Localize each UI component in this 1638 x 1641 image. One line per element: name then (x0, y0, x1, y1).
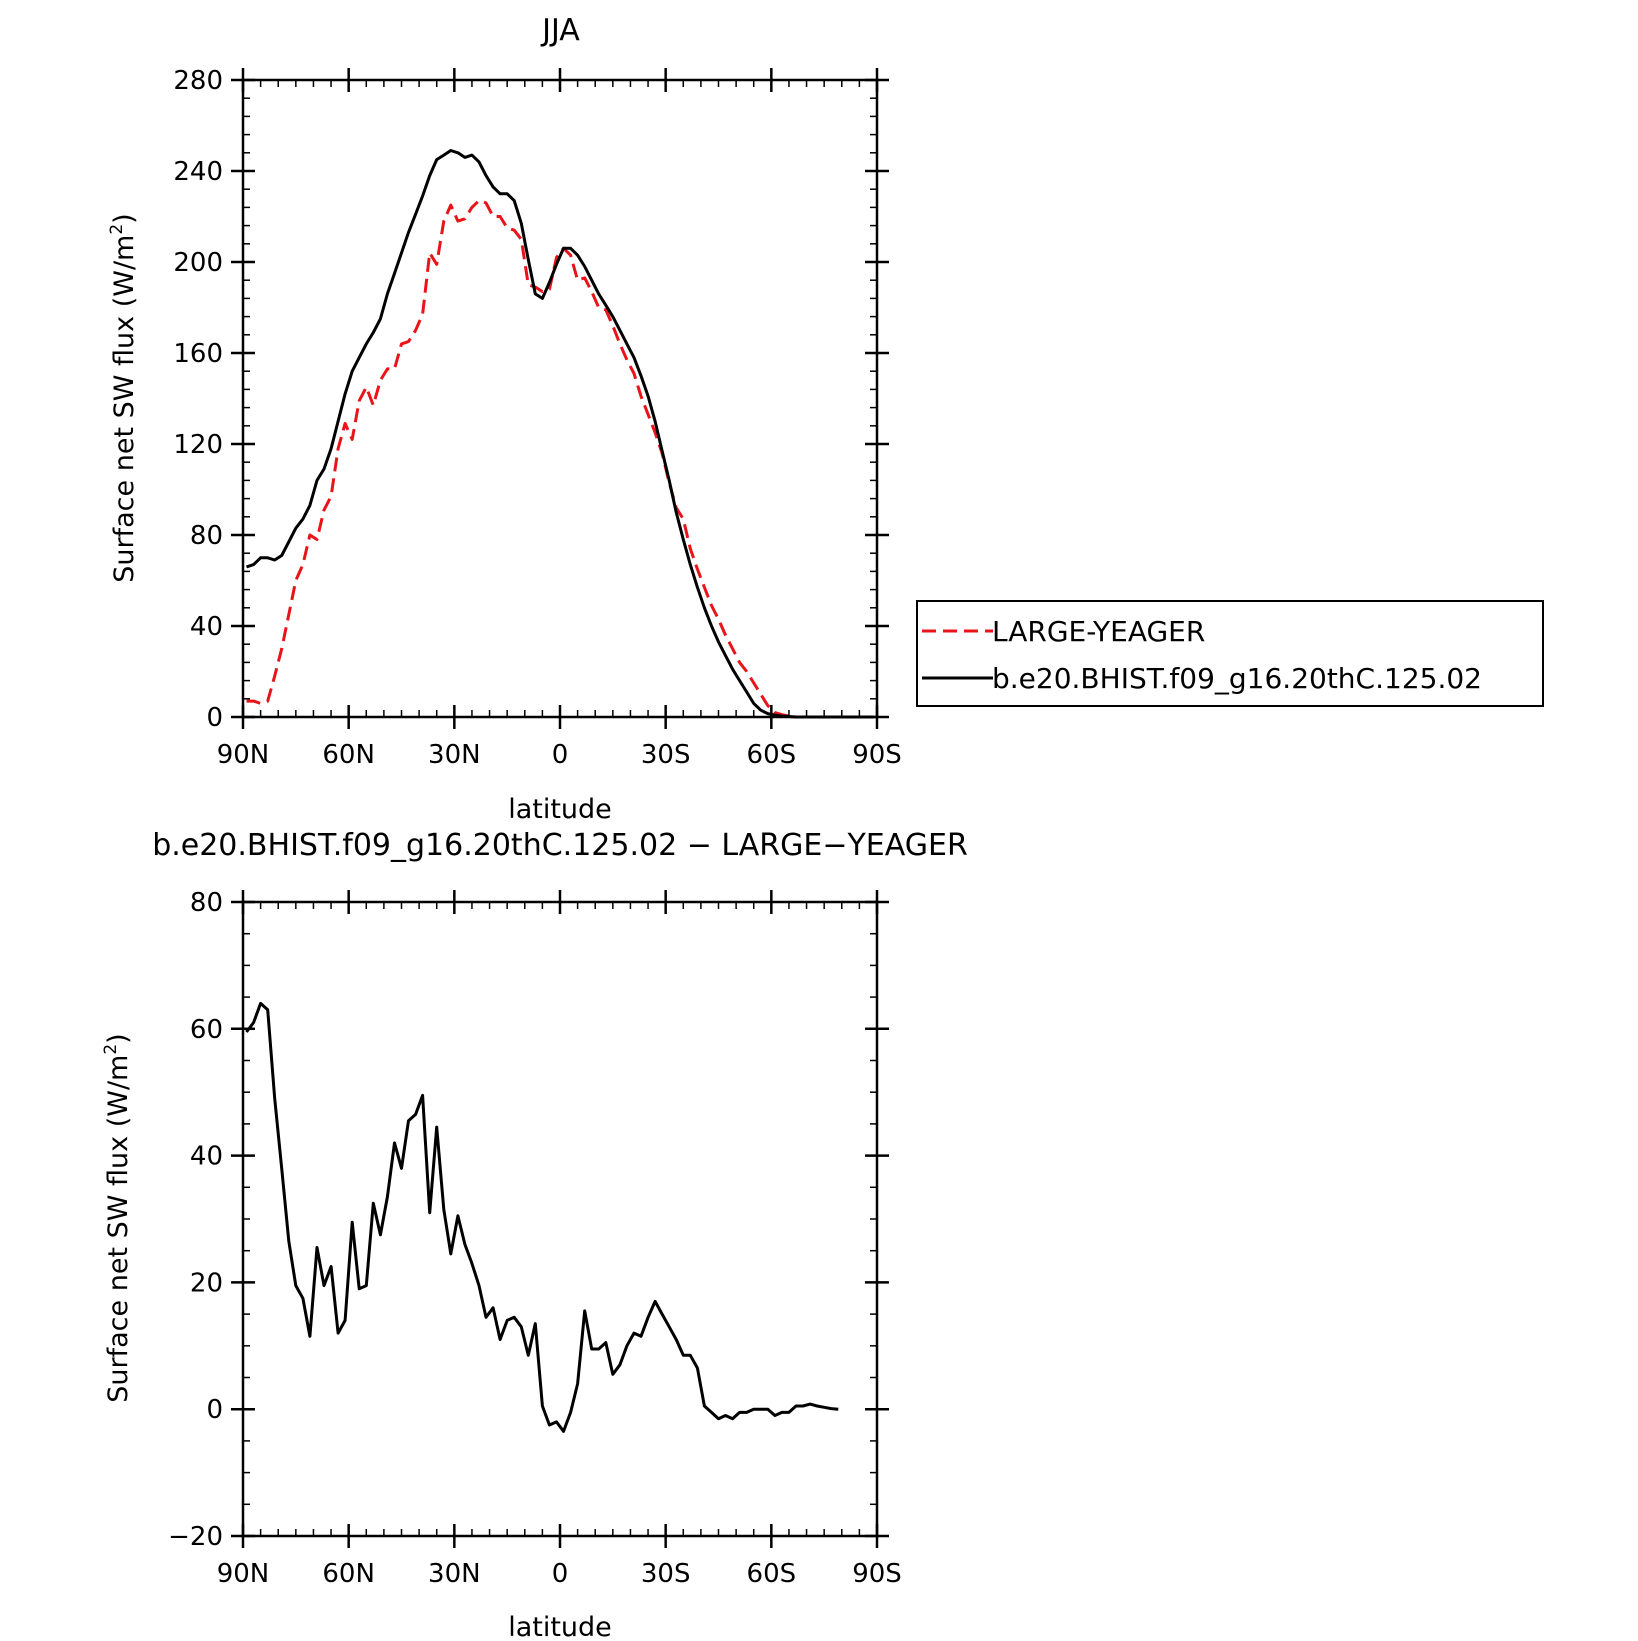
top-plot-frame (241, 78, 879, 719)
bottom-x-tick-label: 30N (428, 1559, 481, 1589)
top-chart-title: JJA (540, 13, 580, 48)
bottom-x-tick-label: 90S (852, 1559, 902, 1589)
top-y-tick-label: 120 (173, 430, 223, 460)
legend-box (916, 600, 1544, 707)
top-y-tick-label: 200 (173, 248, 223, 278)
bottom-x-axis-label: latitude (508, 1612, 612, 1641)
top-series-line-large-yeager (246, 199, 874, 719)
bottom-series-line-difference (245, 1001, 839, 1433)
top-panel: JJA 0 40 80 120 160 200 240 280 90N 60N 30N 0 30S 60… (107, 13, 1544, 825)
top-x-tick-label: 30N (428, 740, 481, 770)
bottom-x-tick-label: 0 (552, 1559, 569, 1589)
top-y-axis-label: Surface net SW flux (W/m2) (107, 213, 140, 582)
bottom-plot-frame (241, 900, 879, 1538)
top-series-line-b-e20-bhist-f09-g16-20thc-125-02 (246, 149, 874, 719)
bottom-y-axis-label: Surface net SW flux (W/m2) (101, 1033, 134, 1402)
bottom-y-tick-label: 40 (190, 1142, 223, 1172)
legend: LARGE-YEAGER b.e20.BHIST.f09_g16.20thC.1… (916, 600, 1544, 707)
legend-label-large-yeager: LARGE-YEAGER (992, 615, 1205, 648)
bottom-y-tick-label: 0 (206, 1395, 223, 1425)
bottom-x-tick-labels: 90N 60N 30N 0 30S 60S 90S (217, 1559, 902, 1589)
bottom-x-tick-label: 60N (322, 1559, 375, 1589)
bottom-chart-title: b.e20.BHIST.f09_g16.20thC.125.02 − LARGE… (152, 828, 968, 863)
top-x-tick-label: 90N (217, 740, 270, 770)
bottom-panel: b.e20.BHIST.f09_g16.20thC.125.02 − LARGE… (101, 828, 968, 1641)
bottom-series-group (245, 1001, 839, 1433)
top-x-axis-label: latitude (508, 794, 612, 825)
top-x-tick-label: 60N (322, 740, 375, 770)
top-x-tick-labels: 90N 60N 30N 0 30S 60S 90S (217, 740, 902, 770)
top-x-tick-label: 90S (852, 740, 902, 770)
bottom-x-tick-label: 30S (641, 1559, 691, 1589)
top-y-tick-label: 40 (190, 612, 223, 642)
top-axis-ticks (231, 68, 889, 729)
top-y-tick-labels: 0 40 80 120 160 200 240 280 (173, 66, 223, 733)
legend-label-bhist: b.e20.BHIST.f09_g16.20thC.125.02 (992, 662, 1482, 695)
top-x-tick-label: 30S (641, 740, 691, 770)
top-y-tick-label: 160 (173, 339, 223, 369)
top-x-tick-label: 60S (747, 740, 797, 770)
bottom-y-tick-label: 60 (190, 1015, 223, 1045)
bottom-y-tick-label: −20 (168, 1522, 223, 1552)
bottom-axis-ticks (231, 890, 889, 1548)
bottom-y-tick-labels: −20 0 20 40 60 80 (168, 888, 223, 1552)
top-y-tick-label: 0 (206, 703, 223, 733)
top-y-tick-label: 240 (173, 157, 223, 187)
top-y-tick-label: 80 (190, 521, 223, 551)
bottom-x-tick-label: 60S (747, 1559, 797, 1589)
top-series-group (246, 149, 874, 719)
bottom-y-tick-label: 80 (190, 888, 223, 918)
bottom-x-tick-label: 90N (217, 1559, 270, 1589)
bottom-y-tick-label: 20 (190, 1268, 223, 1298)
top-x-tick-label: 0 (552, 740, 569, 770)
top-y-tick-label: 280 (173, 66, 223, 96)
